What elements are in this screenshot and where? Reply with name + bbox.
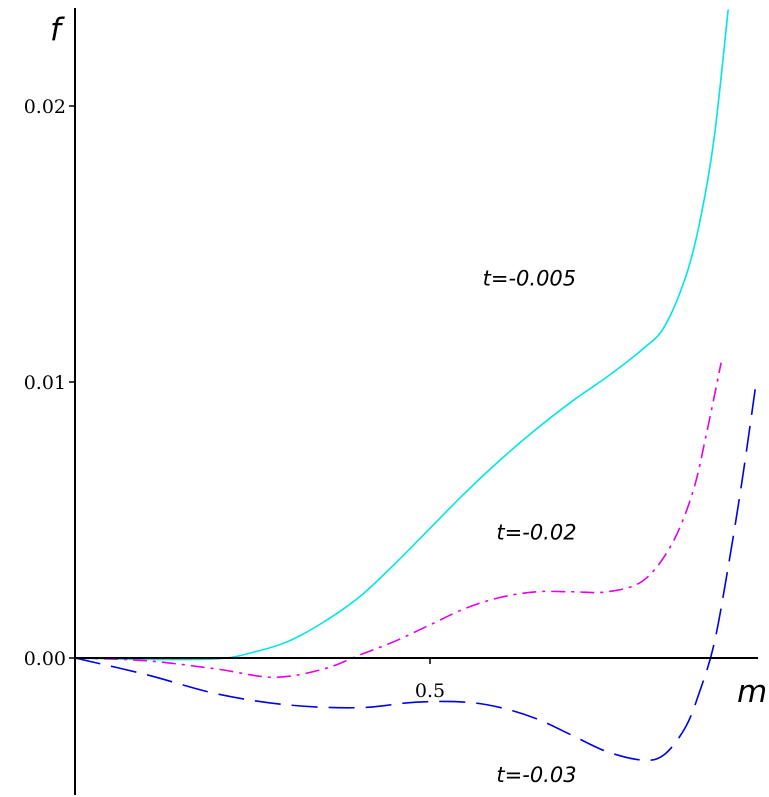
- y-axis-title: f: [50, 12, 65, 48]
- series-line-1: [74, 362, 722, 679]
- ticks: 0.00 0.01 0.02 0.5: [24, 96, 445, 702]
- series-line-0: [74, 9, 729, 661]
- series-label-1: t=-0.02: [496, 520, 576, 544]
- axes: [74, 8, 758, 795]
- series-labels: t=-0.005 t=-0.02 t=-0.03: [483, 266, 577, 787]
- axis-titles: f m: [50, 12, 767, 710]
- x-axis-title: m: [737, 674, 767, 710]
- y-tick-label-1: 0.01: [24, 372, 66, 394]
- series-label-2: t=-0.03: [496, 763, 576, 787]
- series-line-2: [74, 379, 758, 762]
- y-tick-label-2: 0.02: [24, 96, 66, 118]
- series-label-0: t=-0.005: [483, 266, 577, 290]
- series-lines: [74, 9, 758, 762]
- x-tick-label-0: 0.5: [415, 680, 445, 702]
- y-tick-label-0: 0.00: [24, 648, 66, 670]
